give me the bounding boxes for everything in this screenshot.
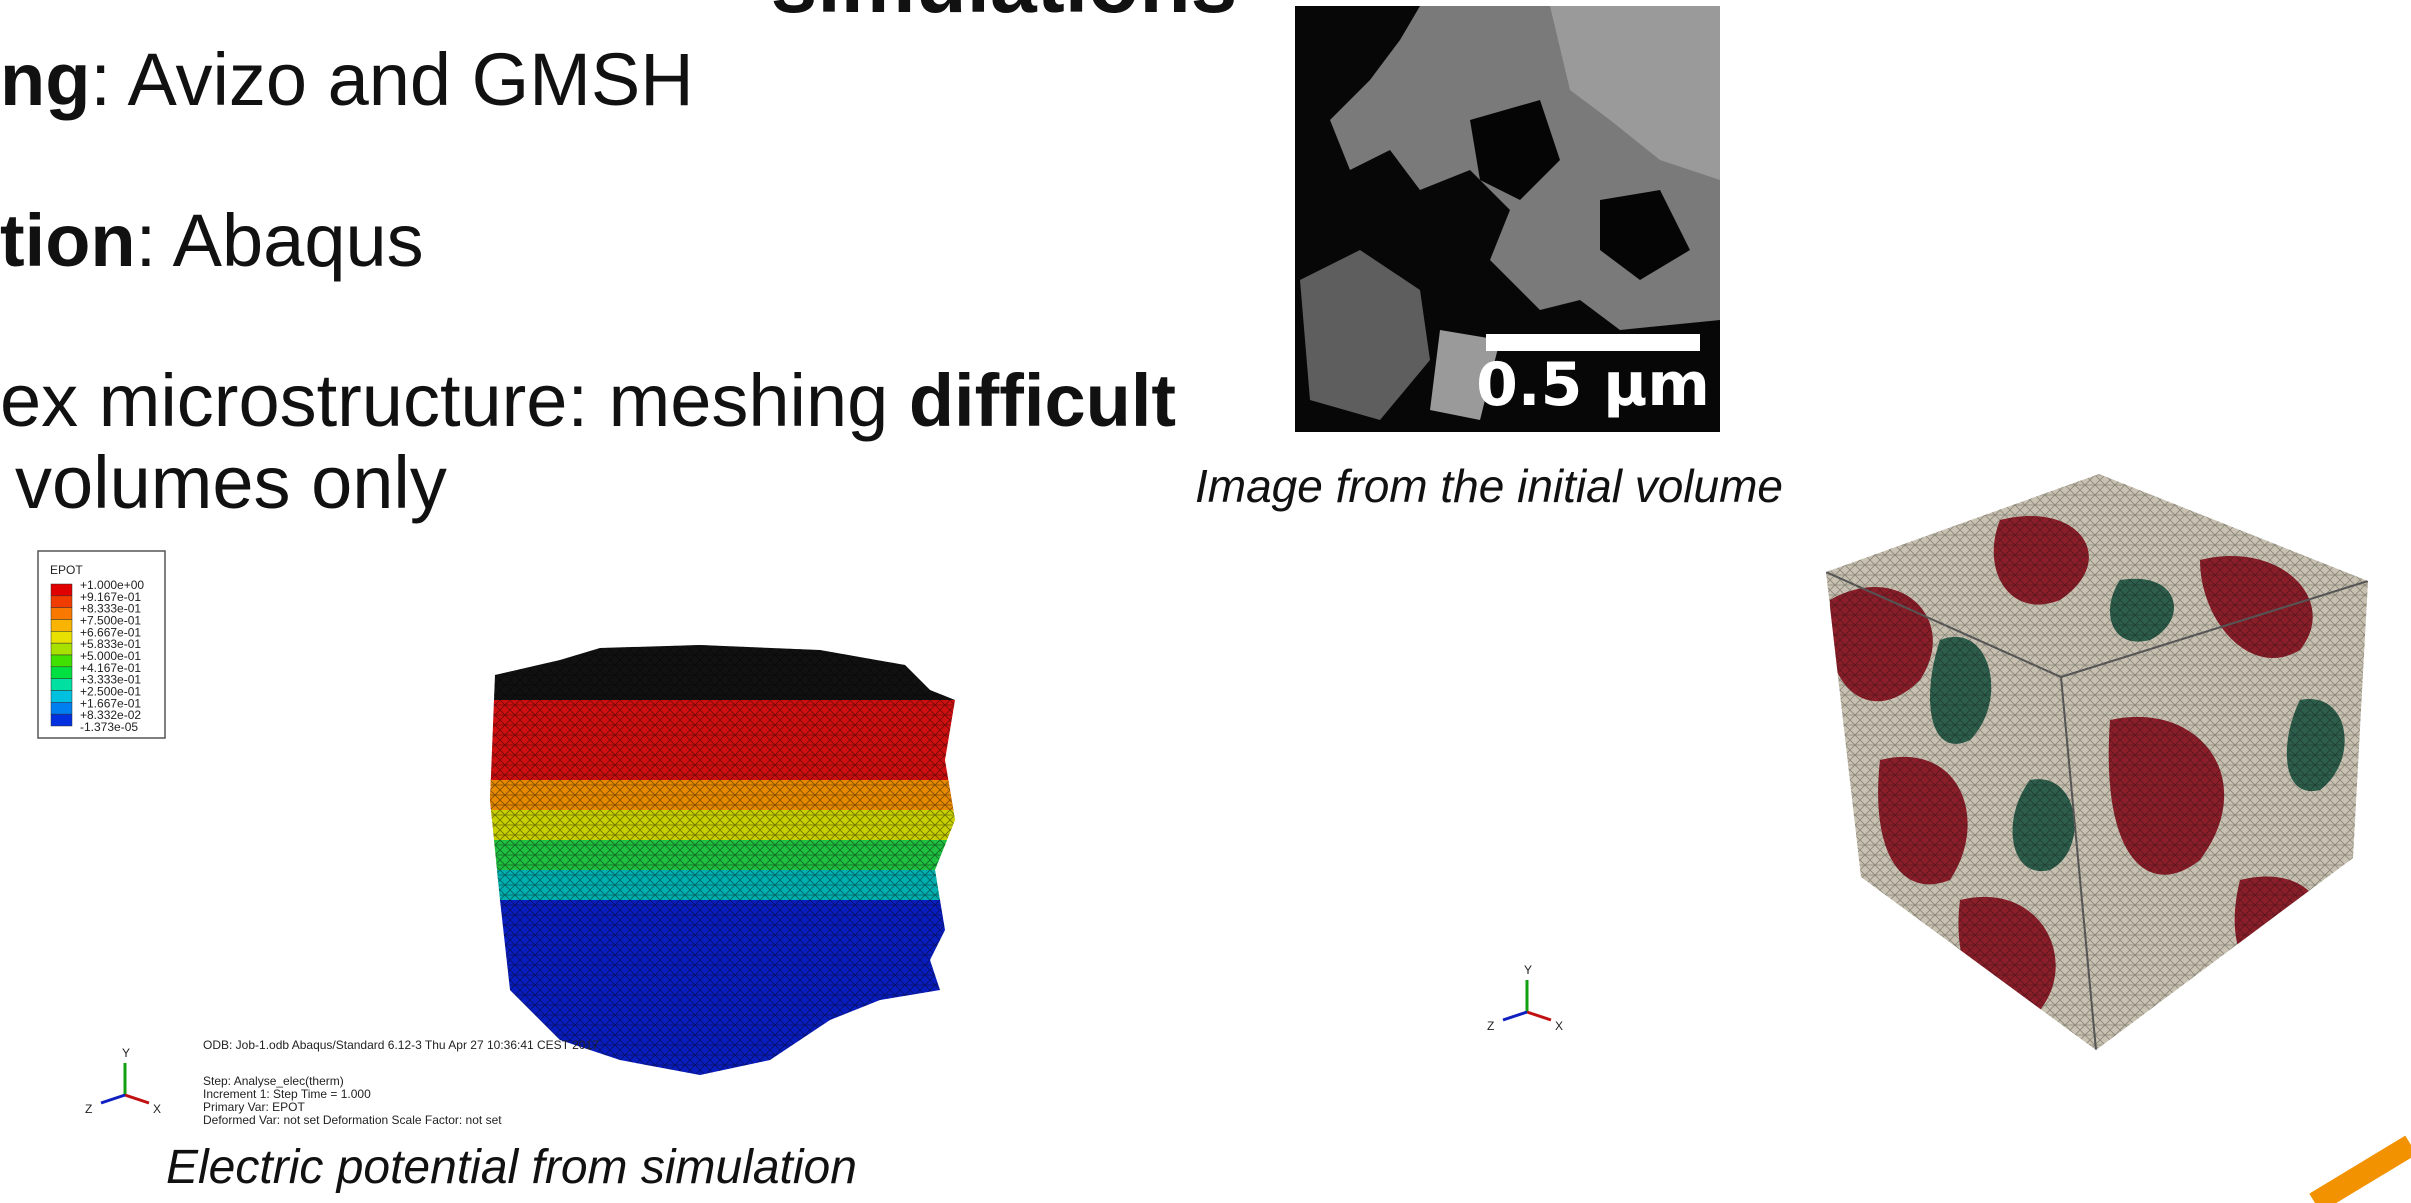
legend-label: +1.000e+00: [80, 578, 144, 592]
scale-bar-label: 0.5 µm: [1476, 350, 1710, 420]
bullet-part: ng: [0, 38, 90, 121]
bullet: ex microstructure: meshing difficult: [0, 359, 1176, 442]
legend-swatch: [50, 595, 73, 608]
bullet-part: volumes only: [15, 441, 447, 524]
info-line: Deformed Var: not set Deformation Scale …: [203, 1113, 502, 1127]
info-line: Increment 1: Step Time = 1.000: [203, 1087, 371, 1101]
legend-label: -1.373e-05: [80, 720, 138, 734]
legend-swatch: [50, 702, 73, 715]
legend-label: +5.000e-01: [80, 649, 141, 663]
micrograph: 0.5 µm: [1295, 6, 1720, 432]
legend-swatch: [50, 619, 73, 632]
bullet: tion: Abaqus: [0, 199, 424, 282]
legend-label: +9.167e-01: [80, 590, 141, 604]
mesh-cube: [1826, 474, 2368, 1050]
bullet-part: tion: [0, 199, 136, 282]
legend-label: +8.332e-02: [80, 708, 141, 722]
axis-z: [1502, 1010, 1528, 1022]
legend-label: +4.167e-01: [80, 661, 141, 675]
axis-label: Y: [122, 1046, 130, 1060]
axis-label: X: [153, 1102, 161, 1116]
legend-label: +6.667e-01: [80, 625, 141, 639]
legend-label: +2.500e-01: [80, 685, 141, 699]
legend-swatch: [50, 690, 73, 703]
legend-swatch: [50, 713, 73, 727]
axis-label: X: [1555, 1019, 1563, 1033]
axis-x: [1526, 1010, 1552, 1022]
bullet-part: : Abaqus: [136, 199, 424, 282]
info-line: Step: Analyse_elec(therm): [203, 1074, 344, 1088]
axis-label: Z: [85, 1102, 92, 1116]
legend-swatch: [50, 642, 73, 656]
bullet-part: : Avizo and GMSH: [90, 38, 693, 121]
caption: Electric potential from simulation: [166, 1141, 857, 1194]
legend-swatch: [50, 607, 73, 620]
bullet: ng: Avizo and GMSH: [0, 38, 694, 121]
decoration-arc: [2309, 1135, 2411, 1203]
legend-label: +5.833e-01: [80, 637, 141, 651]
caption: Image from the initial volume: [1195, 460, 1783, 512]
legend-label: +1.667e-01: [80, 696, 141, 710]
legend-title: EPOT: [50, 563, 83, 577]
odb-info: ODB: Job-1.odb Abaqus/Standard 6.12-3 Th…: [203, 1038, 599, 1052]
legend-swatch: [50, 583, 73, 597]
axis-z: [100, 1093, 126, 1105]
legend-swatch: [50, 666, 73, 679]
axis-label: Z: [1487, 1019, 1494, 1033]
legend-label: +3.333e-01: [80, 673, 141, 687]
simulation-render: [490, 645, 955, 1075]
legend-swatch: [50, 631, 73, 644]
axis-label: Y: [1524, 963, 1532, 977]
bullet-part: difficult: [909, 359, 1176, 442]
bullet: volumes only: [15, 441, 447, 524]
legend-swatch: [50, 654, 73, 668]
axis-x: [124, 1093, 150, 1105]
legend-label: +8.333e-01: [80, 602, 141, 616]
info-line: Primary Var: EPOT: [203, 1100, 305, 1114]
bullet-part: ex microstructure: meshing: [0, 359, 909, 442]
slide-title: simulations: [771, 0, 1238, 30]
legend-swatch: [50, 678, 73, 691]
legend-label: +7.500e-01: [80, 614, 141, 628]
